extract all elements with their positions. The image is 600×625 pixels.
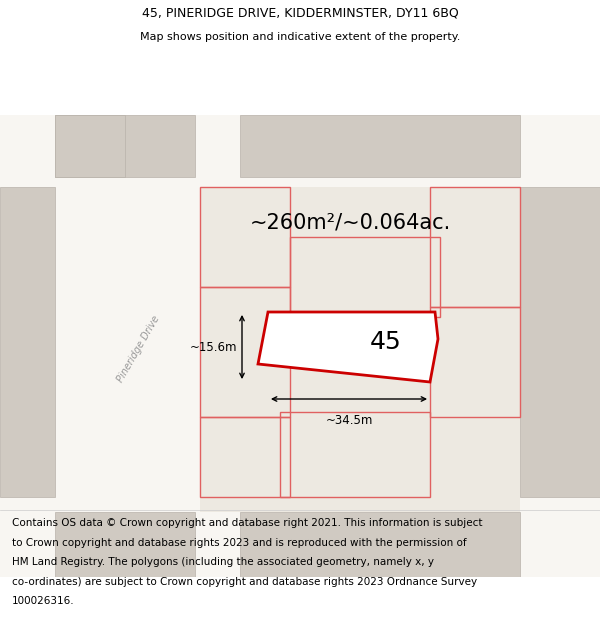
Bar xyxy=(55,115,195,177)
Text: Contains OS data © Crown copyright and database right 2021. This information is : Contains OS data © Crown copyright and d… xyxy=(12,518,482,528)
Text: co-ordinates) are subject to Crown copyright and database rights 2023 Ordnance S: co-ordinates) are subject to Crown copyr… xyxy=(12,577,477,587)
Text: Pineridge Drive: Pineridge Drive xyxy=(115,314,161,384)
Bar xyxy=(0,115,600,187)
Bar xyxy=(520,187,600,497)
Text: ~34.5m: ~34.5m xyxy=(325,414,373,427)
Bar xyxy=(240,512,520,577)
Bar xyxy=(55,115,125,177)
Text: to Crown copyright and database rights 2023 and is reproduced with the permissio: to Crown copyright and database rights 2… xyxy=(12,538,467,548)
Polygon shape xyxy=(55,187,200,512)
Text: HM Land Registry. The polygons (including the associated geometry, namely x, y: HM Land Registry. The polygons (includin… xyxy=(12,557,434,567)
Text: ~15.6m: ~15.6m xyxy=(190,341,237,354)
Bar xyxy=(0,187,55,497)
Text: 100026316.: 100026316. xyxy=(12,596,74,606)
Bar xyxy=(0,115,55,577)
Polygon shape xyxy=(258,312,438,382)
Bar xyxy=(240,115,520,177)
Bar xyxy=(0,512,600,577)
Text: 45: 45 xyxy=(370,330,401,354)
Text: Map shows position and indicative extent of the property.: Map shows position and indicative extent… xyxy=(140,32,460,43)
Text: 45, PINERIDGE DRIVE, KIDDERMINSTER, DY11 6BQ: 45, PINERIDGE DRIVE, KIDDERMINSTER, DY11… xyxy=(142,7,458,20)
Bar xyxy=(200,187,520,512)
Bar xyxy=(520,115,600,577)
Bar xyxy=(55,512,195,577)
Text: ~260m²/~0.064ac.: ~260m²/~0.064ac. xyxy=(250,212,451,232)
